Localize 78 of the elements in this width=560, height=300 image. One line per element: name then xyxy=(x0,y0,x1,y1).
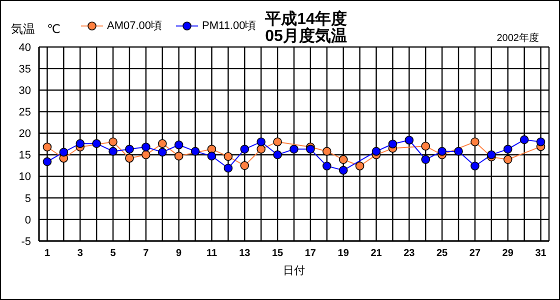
point xyxy=(174,140,184,150)
point xyxy=(470,137,480,146)
point xyxy=(108,137,118,146)
y-tick-label: 35 xyxy=(18,63,31,76)
x-tick-label: 29 xyxy=(502,248,514,260)
point xyxy=(536,137,546,146)
point xyxy=(322,146,332,156)
point xyxy=(76,139,85,148)
y-tick-label: 5 xyxy=(24,192,31,205)
y-tick-label: 25 xyxy=(18,106,31,119)
point xyxy=(438,146,446,156)
point xyxy=(42,142,52,152)
point xyxy=(503,155,512,164)
x-tick-label: 9 xyxy=(176,248,182,260)
point xyxy=(240,144,250,154)
y-axis-title: 気温 ℃ xyxy=(11,21,60,38)
x-tick-label: 23 xyxy=(404,248,416,260)
point xyxy=(158,148,167,157)
point xyxy=(355,162,364,170)
point xyxy=(142,150,150,160)
point xyxy=(470,162,480,170)
y-tick-label: 20 xyxy=(18,128,31,140)
point xyxy=(42,157,52,166)
point xyxy=(92,139,101,148)
x-tick-label: 21 xyxy=(370,248,382,260)
point xyxy=(404,136,414,145)
point xyxy=(273,150,282,160)
point xyxy=(372,146,381,156)
point xyxy=(224,164,233,173)
y-tick-label: 0 xyxy=(24,214,31,226)
x-tick-label: 31 xyxy=(535,248,547,260)
point xyxy=(338,166,348,175)
x-tick-label: 7 xyxy=(143,248,150,260)
legend-label: AM07.00頃 xyxy=(107,19,162,33)
chart-title: 平成14年度 05月度気温 xyxy=(265,11,347,45)
point xyxy=(273,137,282,146)
y-tick-label: 40 xyxy=(18,42,31,54)
point xyxy=(306,144,315,154)
point xyxy=(59,148,68,157)
text: 2002年度 xyxy=(496,32,539,45)
point xyxy=(421,155,430,164)
x-tick-label: 1 xyxy=(44,248,50,260)
x-tick-label: 3 xyxy=(77,248,84,260)
x-tick-label: 15 xyxy=(272,248,284,260)
point xyxy=(421,142,430,151)
x-tick-label: 5 xyxy=(110,248,116,260)
x-tick-label: 25 xyxy=(436,248,448,260)
point xyxy=(142,142,150,152)
legend-label: PM11.00頃 xyxy=(202,19,256,33)
x-tick-label: 17 xyxy=(304,248,316,260)
point xyxy=(290,144,298,154)
point xyxy=(256,144,266,154)
point xyxy=(256,137,266,146)
point xyxy=(207,152,216,160)
point xyxy=(240,161,250,170)
x-tick-label: 27 xyxy=(469,248,481,260)
point xyxy=(322,162,332,170)
point xyxy=(520,135,529,144)
point xyxy=(125,154,134,163)
point xyxy=(503,144,512,154)
point xyxy=(174,152,184,160)
point xyxy=(108,146,118,156)
y-tick-label: -5 xyxy=(21,236,31,248)
y-tick-label: 15 xyxy=(18,150,31,162)
x-tick-label: 13 xyxy=(239,248,251,260)
point xyxy=(158,139,167,148)
y-tick-label: 10 xyxy=(18,171,31,184)
point xyxy=(338,155,348,164)
y-tick-label: 30 xyxy=(18,85,31,98)
x-axis-title: 日付 xyxy=(282,264,306,278)
x-tick-label: 11 xyxy=(206,248,218,260)
point xyxy=(454,146,463,156)
point xyxy=(388,140,398,148)
point xyxy=(125,144,134,154)
x-tick-label: 19 xyxy=(338,248,350,260)
point xyxy=(224,152,233,161)
point xyxy=(487,150,496,160)
point xyxy=(190,146,200,156)
